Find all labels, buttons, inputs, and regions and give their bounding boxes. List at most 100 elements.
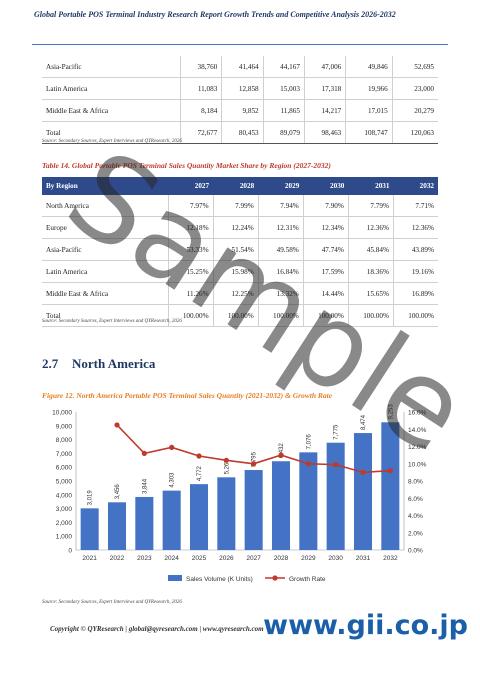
y2-tick-label: 8.0%: [408, 479, 423, 486]
table-cell: 17,318: [303, 77, 346, 100]
growth-rate-point: [305, 461, 311, 467]
row-label: Total: [42, 121, 181, 144]
column-header: 2029: [258, 177, 304, 195]
table-cell: 108,747: [345, 121, 393, 144]
bar-data-label: 5,267: [224, 459, 230, 475]
table-cell: 15.65%: [347, 282, 394, 305]
table-row: Asia-Pacific 53.33% 51.54% 49.58% 47.74% 45.8…: [42, 238, 438, 261]
table-cell: 52,695: [391, 56, 438, 78]
table-cell: 12,858: [221, 77, 264, 100]
section-number: 2.7: [42, 356, 59, 371]
table-cell: 100.00%: [167, 304, 214, 327]
bar: [299, 452, 318, 550]
table-14-caption: Table 14. Global Portable POS Terminal S…: [42, 161, 331, 170]
table-cell: 100.00%: [347, 304, 394, 327]
bar: [80, 508, 99, 550]
column-header: By Region: [42, 177, 168, 195]
table-row: Europe 12.18% 12.24% 12.31% 12.34% 12.36% 12.3…: [42, 216, 438, 239]
table-14-source: Source: Secondary Sources, Expert Interv…: [42, 319, 182, 324]
table-cell: 45.84%: [347, 238, 394, 261]
table-cell: 17,015: [345, 99, 393, 122]
y-tick-label: 4,000: [56, 492, 73, 499]
table-cell: 100.00%: [257, 304, 304, 327]
table-cell: 23,000: [391, 77, 438, 100]
table-13-continued: Asia-Pacific 38,760 41,464 44,167 47,006 49,8…: [42, 56, 438, 144]
y-tick-label: 9,000: [56, 423, 73, 430]
table-cell: 11,865: [262, 99, 305, 122]
growth-rate-point: [169, 444, 175, 450]
table-cell: 8,184: [179, 99, 222, 122]
x-tick-label: 2021: [82, 555, 97, 562]
bar-data-label: 5,795: [252, 451, 258, 467]
table-14: By Region 2027 2028 2029 2030 2031 2032 North …: [42, 177, 438, 327]
table-cell: 47,006: [303, 56, 346, 78]
table-cell: 18.36%: [347, 260, 394, 283]
y2-tick-label: 6.0%: [408, 496, 423, 503]
section-title: North America: [72, 356, 156, 371]
row-label: North America: [42, 195, 168, 217]
table-row: Asia-Pacific 38,760 41,464 44,167 47,006 49,8…: [42, 56, 438, 78]
table-row: Middle East & Africa 11.26% 12.25% 13.32% 14…: [42, 282, 438, 305]
table-cell: 7.94%: [257, 195, 304, 217]
row-label: Latin America: [42, 260, 168, 283]
table-cell: 49.58%: [257, 238, 304, 261]
table-cell: 12.34%: [302, 216, 349, 239]
table-cell: 49,846: [345, 56, 393, 78]
table-cell: 11.26%: [167, 282, 214, 305]
table-cell: 7.97%: [167, 195, 214, 217]
growth-rate-point: [333, 462, 339, 468]
table-cell: 16.89%: [392, 282, 438, 305]
gii-brand-logo: www.gii.co.jp: [263, 610, 468, 641]
bar: [217, 477, 236, 550]
legend-swatch-sales-volume: [168, 575, 182, 581]
legend-marker-growth-rate: [272, 575, 278, 581]
row-label: Europe: [42, 216, 168, 239]
table-cell: 7.71%: [392, 195, 438, 217]
table-cell: 12.36%: [392, 216, 438, 239]
table-cell: 41,464: [221, 56, 264, 78]
bar: [271, 461, 291, 550]
table-row: Total 100.00% 100.00% 100.00% 100.00% 100.00%…: [42, 304, 438, 327]
bar: [381, 422, 400, 550]
table-cell: 47.74%: [302, 238, 349, 261]
y-tick-label: 8,000: [56, 437, 73, 444]
table-cell: 20,279: [391, 99, 438, 122]
bar-data-label: 3,844: [142, 478, 148, 494]
table-cell: 12.25%: [212, 282, 259, 305]
table-cell: 38,760: [179, 56, 222, 78]
table-cell: 16.84%: [257, 260, 304, 283]
growth-rate-point: [196, 453, 202, 459]
bar-data-label: 6,432: [279, 443, 285, 459]
row-label: Middle East & Africa: [42, 99, 181, 122]
bar: [189, 484, 209, 550]
table-cell: 100.00%: [392, 304, 438, 327]
x-tick-label: 2032: [383, 555, 398, 562]
y-tick-label: 3,000: [56, 506, 73, 513]
table-cell: 7.99%: [212, 195, 259, 217]
table-cell: 80,453: [221, 121, 264, 144]
table-cell: 12.24%: [212, 216, 259, 239]
y-tick-label: 0: [68, 548, 72, 555]
growth-rate-point: [114, 422, 120, 428]
bar: [107, 502, 127, 550]
row-label: Middle East & Africa: [42, 282, 168, 305]
x-tick-label: 2022: [110, 555, 125, 562]
y-tick-label: 6,000: [56, 465, 73, 472]
table-cell: 13.32%: [257, 282, 304, 305]
footer-copyright: Copyright © QYResearch | global@qyresear…: [50, 625, 264, 633]
table-row: Total 72,677 80,453 89,079 98,463 108,747 120,…: [42, 121, 438, 144]
figure-12-caption: Figure 12. North America Portable POS Te…: [42, 391, 333, 400]
table-cell: 14,217: [303, 99, 346, 122]
y2-tick-label: 16.0%: [408, 410, 427, 417]
table-cell: 19.16%: [392, 260, 438, 283]
table-cell: 7.79%: [347, 195, 394, 217]
table-cell: 19,966: [345, 77, 393, 100]
growth-rate-point: [278, 452, 284, 458]
table-cell: 7.90%: [302, 195, 349, 217]
x-tick-label: 2027: [246, 555, 261, 562]
x-tick-label: 2026: [219, 555, 234, 562]
x-tick-label: 2025: [192, 555, 207, 562]
table-cell: 15.25%: [167, 260, 214, 283]
table-row: Latin America 11,083 12,858 15,003 17,318 19,…: [42, 77, 438, 100]
table-cell: 12.31%: [257, 216, 304, 239]
